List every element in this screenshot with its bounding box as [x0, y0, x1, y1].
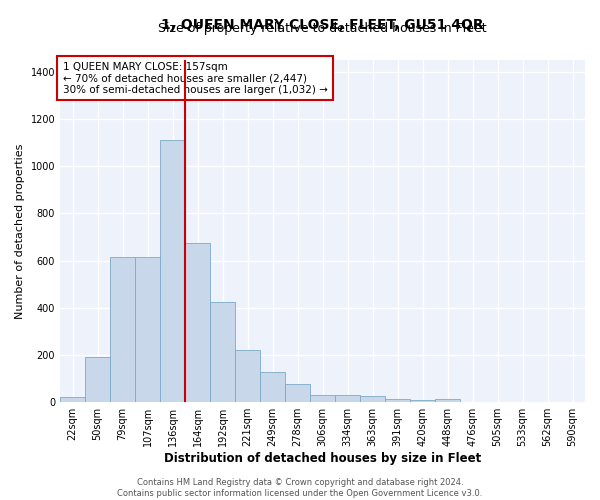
Bar — [210, 302, 235, 402]
Bar — [435, 398, 460, 402]
Title: Size of property relative to detached houses in Fleet: Size of property relative to detached ho… — [158, 22, 487, 35]
Bar — [285, 384, 310, 402]
Text: 1 QUEEN MARY CLOSE: 157sqm
← 70% of detached houses are smaller (2,447)
30% of s: 1 QUEEN MARY CLOSE: 157sqm ← 70% of deta… — [62, 62, 328, 94]
Bar — [310, 395, 335, 402]
Y-axis label: Number of detached properties: Number of detached properties — [15, 144, 25, 318]
Bar — [185, 243, 210, 402]
Bar — [110, 257, 135, 402]
Bar — [260, 372, 285, 402]
Bar — [60, 398, 85, 402]
Bar — [385, 398, 410, 402]
Bar — [360, 396, 385, 402]
Bar — [335, 395, 360, 402]
Bar — [410, 400, 435, 402]
X-axis label: Distribution of detached houses by size in Fleet: Distribution of detached houses by size … — [164, 452, 481, 465]
Bar — [160, 140, 185, 402]
Bar — [135, 257, 160, 402]
Text: 1, QUEEN MARY CLOSE, FLEET, GU51 4QR: 1, QUEEN MARY CLOSE, FLEET, GU51 4QR — [161, 18, 484, 32]
Bar — [85, 358, 110, 402]
Text: Contains HM Land Registry data © Crown copyright and database right 2024.
Contai: Contains HM Land Registry data © Crown c… — [118, 478, 482, 498]
Bar — [235, 350, 260, 402]
